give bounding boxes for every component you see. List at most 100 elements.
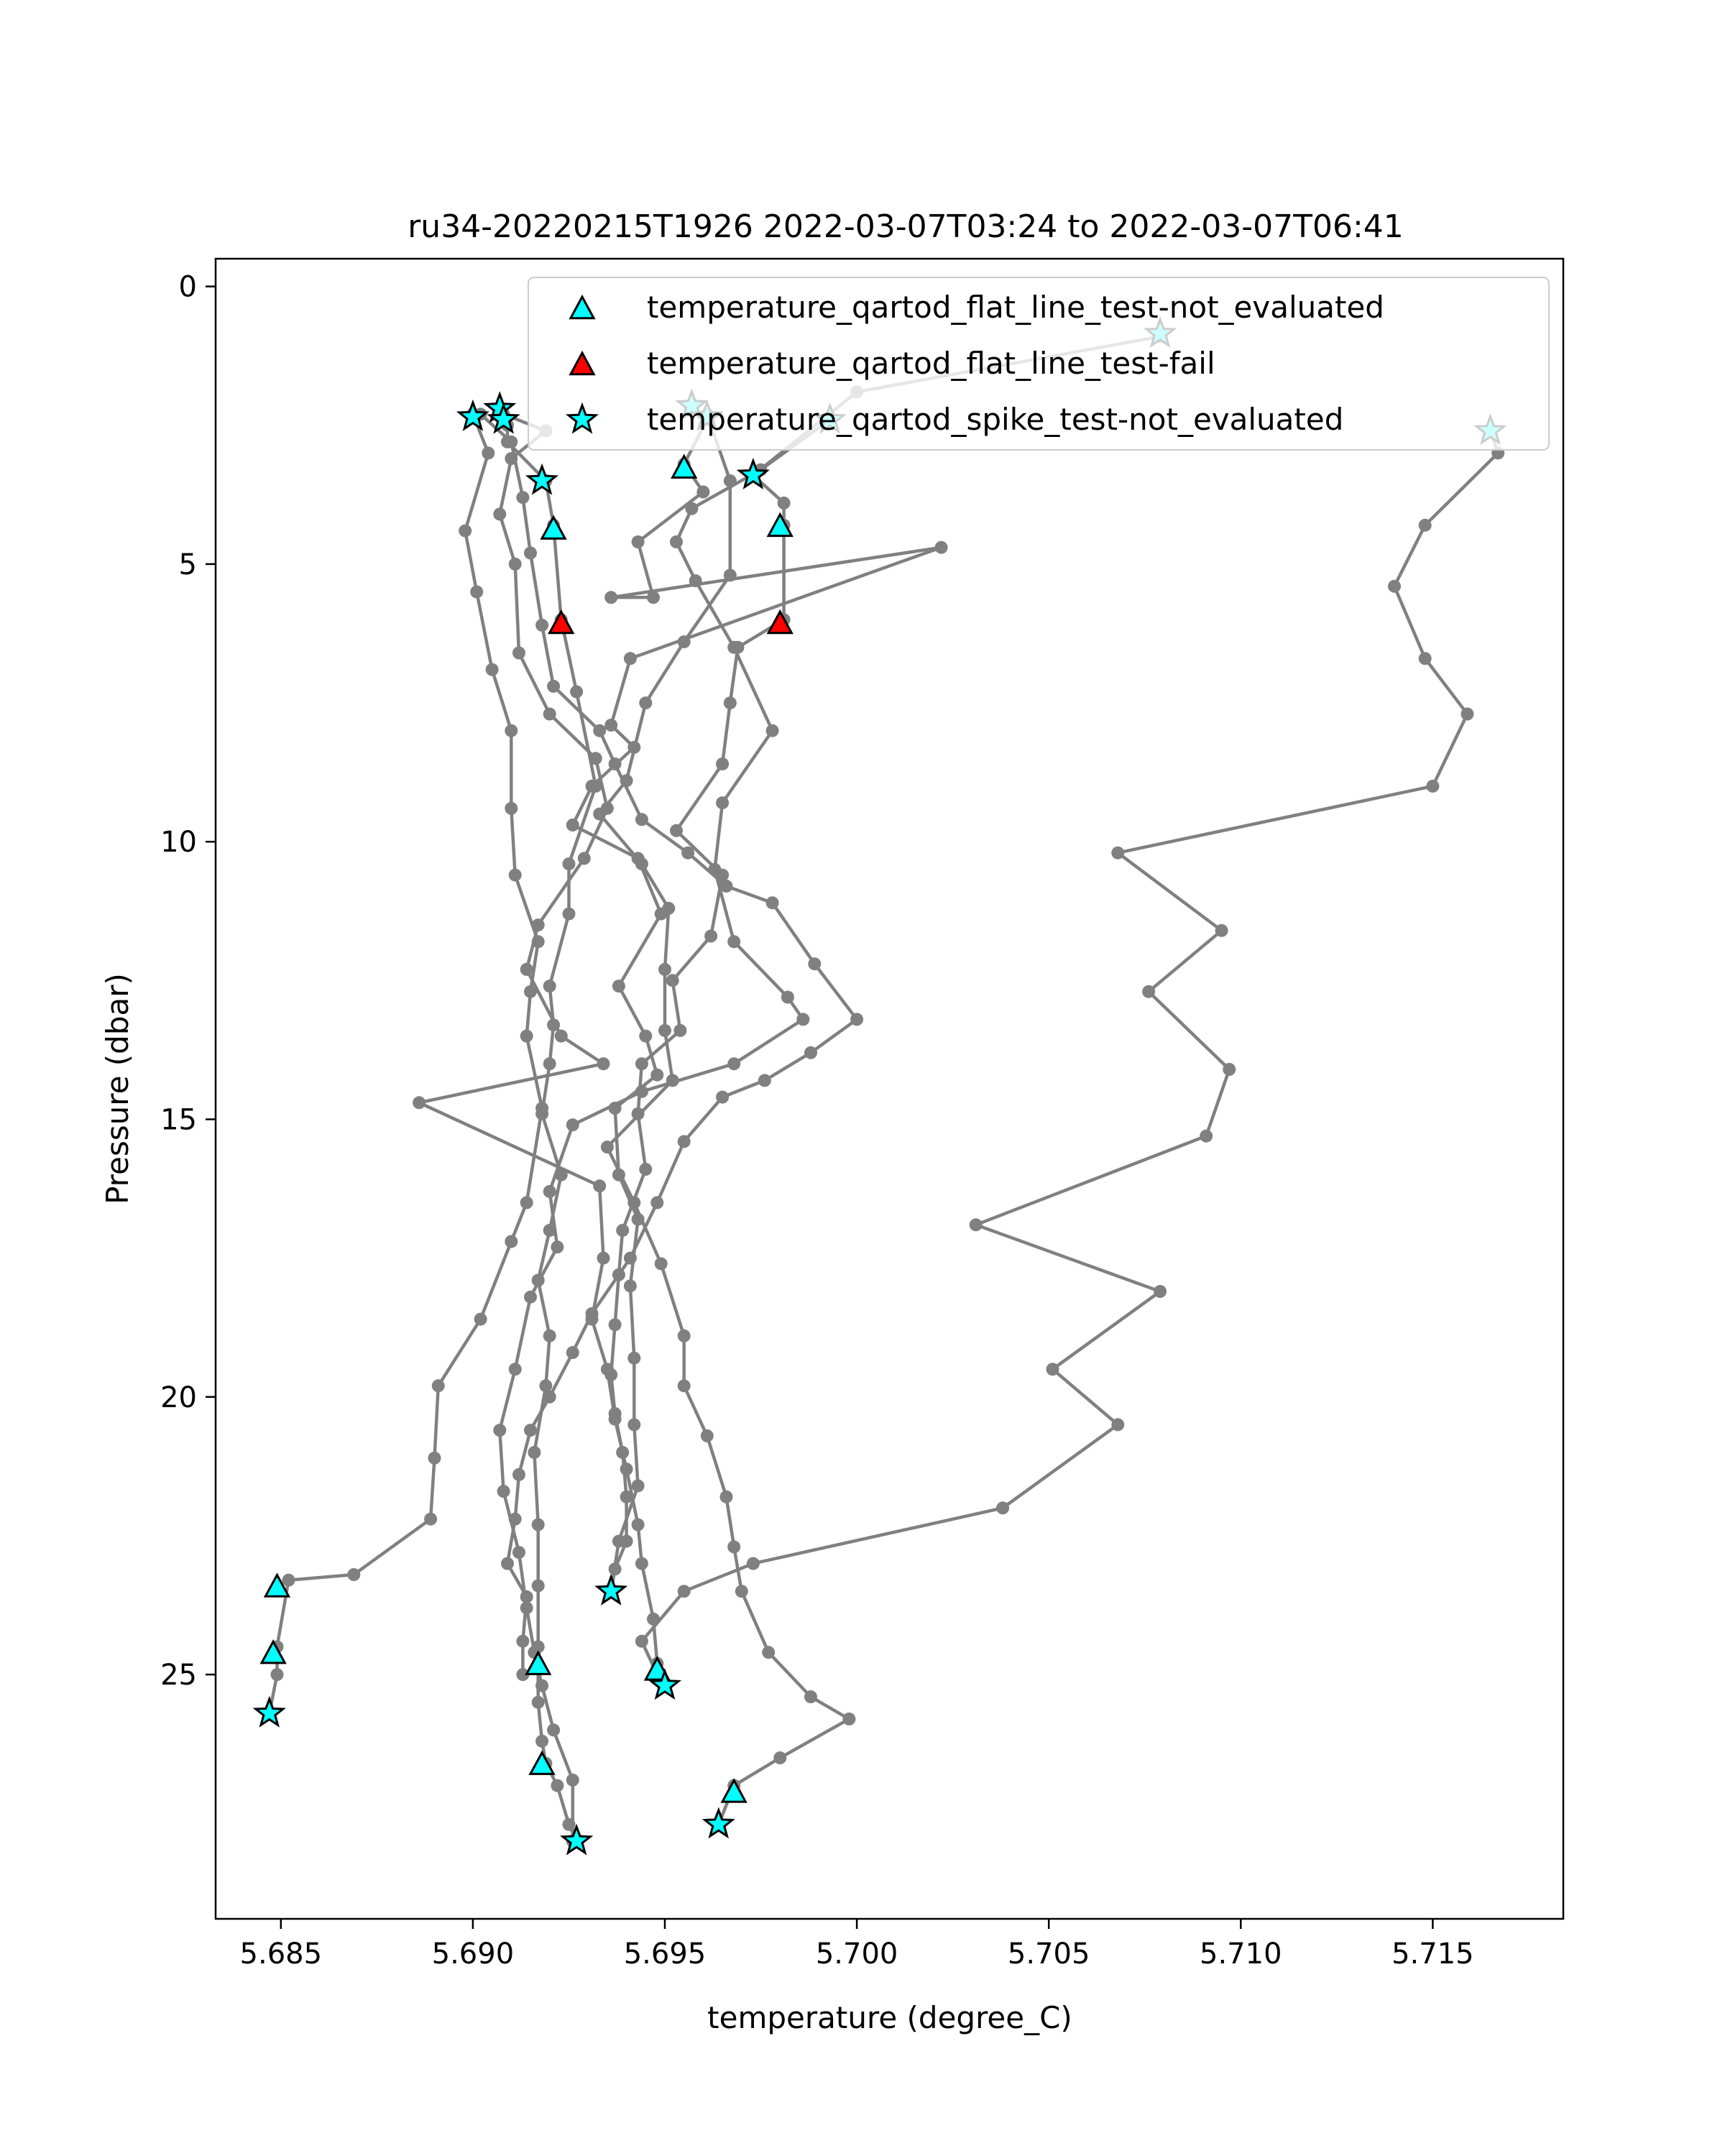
profile-point (765, 896, 779, 910)
profile-point (746, 1557, 760, 1570)
profile-point (723, 568, 737, 582)
spike-not-evaluated-marker (702, 1807, 735, 1839)
profile-point (762, 1646, 776, 1659)
profile-point (600, 1363, 614, 1376)
chart-title: ru34-20220215T1926 2022-03-07T03:24 to 2… (408, 208, 1404, 245)
profile-point (1111, 1418, 1125, 1432)
spike-not-evaluated-marker (736, 458, 770, 489)
flatline-not-evaluated-marker (671, 453, 698, 479)
profile-point (597, 1251, 610, 1265)
legend-spike-icon (565, 402, 599, 434)
profile-point (808, 957, 822, 971)
profile-point (677, 1379, 691, 1393)
profile-point (577, 852, 591, 865)
plot-frame (214, 257, 1565, 1920)
profile-point (531, 918, 545, 932)
legend-flatline-not-evaluated-icon (569, 294, 596, 320)
profile-point (677, 635, 691, 649)
profile-point (627, 1351, 641, 1365)
profile-point (1223, 1063, 1236, 1076)
profile-point (508, 557, 522, 571)
profile-point (566, 1773, 579, 1787)
spike-not-evaluated-marker (560, 1823, 594, 1856)
profile-point (1111, 846, 1125, 860)
profile-point (593, 1179, 607, 1193)
profile-point (493, 507, 507, 521)
profile-point (413, 1096, 426, 1110)
profile-point (535, 1102, 549, 1115)
profile-point (700, 1429, 714, 1442)
profile-point (508, 1363, 522, 1376)
y-tick-label: 5 (179, 548, 197, 581)
profile-point (589, 752, 602, 765)
profile-point (528, 1446, 541, 1459)
profile-point (512, 646, 525, 660)
profile-point (696, 485, 710, 499)
profile-point (282, 1573, 295, 1587)
profile-point (796, 1013, 810, 1026)
profile-point (685, 502, 699, 515)
legend-flatline-fail-icon (569, 350, 596, 376)
profile-point (520, 962, 533, 976)
x-tick-label: 5.695 (624, 1938, 707, 1971)
flatline-not-evaluated-marker (528, 1750, 556, 1775)
profile-point (424, 1512, 438, 1526)
profile-point (631, 535, 645, 548)
profile-point (620, 1462, 633, 1476)
profile-point (543, 1329, 556, 1342)
profile-point (781, 990, 794, 1004)
legend-frame (528, 277, 1550, 451)
profile-point (543, 1224, 556, 1237)
profile-point (516, 1634, 530, 1648)
profile-point (616, 1224, 630, 1237)
profile-point (650, 1196, 664, 1210)
profile-point (635, 1084, 648, 1098)
profile-point (547, 1723, 561, 1737)
profile-point (505, 435, 518, 448)
profile-point (723, 696, 737, 710)
profile-point (1426, 779, 1440, 793)
spike-not-evaluated-marker (648, 1668, 682, 1700)
profile-point (635, 1057, 648, 1071)
profile-point (716, 757, 730, 770)
x-tick-label: 5.710 (1200, 1938, 1282, 1971)
profile-point (270, 1668, 284, 1682)
profile-point (1418, 652, 1432, 665)
profile-point (524, 985, 537, 998)
profile-point (673, 1023, 687, 1037)
profile-point (627, 1196, 641, 1210)
spike-not-evaluated-marker (594, 1573, 628, 1606)
profile-point (524, 1290, 537, 1304)
profile-point (727, 1540, 741, 1554)
profile-point (431, 1379, 445, 1393)
profile-point (658, 1023, 671, 1037)
profile-point (539, 1379, 553, 1393)
profile-point (593, 807, 607, 821)
profile-point (719, 880, 733, 893)
profile-point (635, 1634, 648, 1648)
temperature-profiles (262, 330, 1505, 1848)
profile-line-7 (498, 418, 832, 1841)
profile-point (543, 707, 556, 721)
profile-point (520, 1196, 533, 1210)
flatline-fail-marker (766, 609, 794, 635)
profile-point (547, 679, 561, 693)
profile-point (505, 801, 518, 815)
profile-point (777, 496, 791, 510)
profile-point (535, 618, 549, 632)
profile-point (604, 591, 618, 604)
profile-point (1046, 1363, 1059, 1376)
profile-point (516, 1668, 530, 1682)
profile-point (727, 1057, 741, 1071)
profile-point (505, 1235, 518, 1248)
profile-point (531, 1695, 545, 1709)
profile-point (531, 1579, 545, 1593)
profile-point (543, 980, 556, 993)
profile-point (604, 719, 618, 732)
legend-label: temperature_qartod_flat_line_test-not_ev… (647, 290, 1384, 325)
profile-point (773, 1751, 787, 1764)
profile-point (470, 585, 484, 599)
profile-point (677, 1585, 691, 1598)
profile-point (758, 1074, 771, 1087)
profile-point (524, 546, 537, 560)
